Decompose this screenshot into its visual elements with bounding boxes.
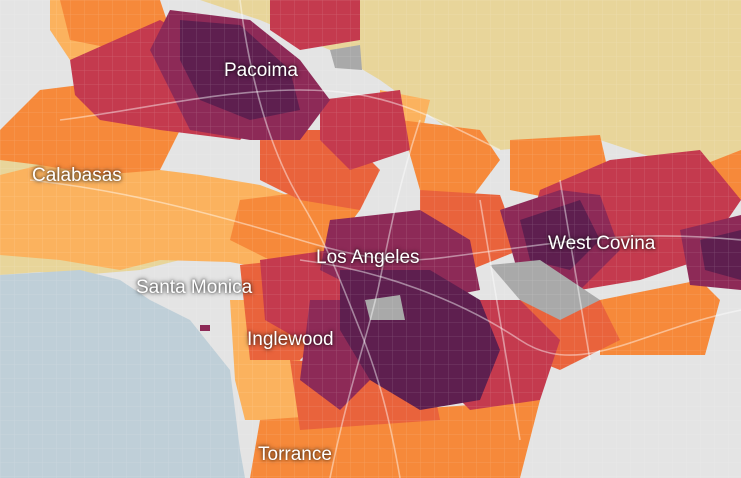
place-label-santa-monica: Santa Monica xyxy=(136,277,253,298)
place-label-west-covina: West Covina xyxy=(548,233,656,254)
place-label-torrance: Torrance xyxy=(258,444,332,465)
place-label-pacoima: Pacoima xyxy=(224,60,298,81)
pier-marker xyxy=(200,325,210,331)
road-network xyxy=(29,0,741,478)
place-label-los-angeles: Los Angeles xyxy=(316,247,420,268)
place-label-inglewood: Inglewood xyxy=(247,329,334,350)
place-label-calabasas: Calabasas xyxy=(32,165,122,186)
